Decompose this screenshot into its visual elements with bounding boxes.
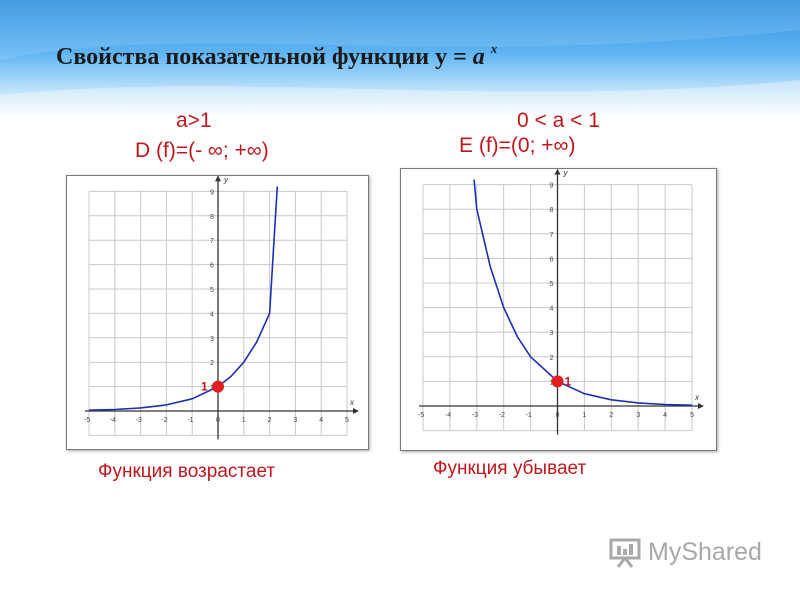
x-tick-label: 5 (345, 417, 349, 424)
y-tick-label: 6 (210, 263, 214, 270)
x-tick-label: -3 (136, 417, 142, 424)
y-axis-arrow (554, 168, 561, 175)
y-tick-label: 3 (550, 330, 554, 337)
x-tick-label: 2 (268, 417, 272, 424)
y-axis-label: y (563, 169, 569, 178)
x-axis-label: x (694, 393, 700, 402)
x-axis-arrow (698, 403, 704, 409)
left-chart: x y -5 -4 -3 -2 -1 0 1 2 3 4 5 1 2 3 4 5 6 7 8 9 1 (84, 175, 359, 440)
y-axis-label: y (223, 176, 229, 184)
y-tick-label: 5 (550, 281, 554, 288)
y-tick-label: 9 (210, 189, 214, 196)
right-range-property: E (f)=(0; +∞) (459, 134, 576, 157)
x-tick-label: 4 (663, 412, 667, 419)
left-domain-property: D (f)=(- ∞; +∞) (135, 139, 269, 162)
title-banner (0, 0, 800, 118)
x-tick-label: 1 (582, 412, 586, 419)
x-axis-label: x (349, 398, 355, 407)
y-tick-label: 8 (210, 214, 214, 221)
page-title: Свойства показательной функции y = a x (56, 41, 498, 71)
y-tick-label: 6 (550, 256, 554, 263)
title-exponent: x (490, 41, 498, 56)
x-tick-label: 0 (216, 417, 220, 424)
x-tick-label: 3 (636, 412, 640, 419)
right-condition: 0 < a < 1 (517, 109, 600, 132)
intercept-point-label: 1 (201, 380, 208, 394)
left-caption: Функция возрастает (98, 461, 276, 482)
x-tick-label: -1 (526, 412, 532, 419)
y-tick-label: 7 (550, 232, 554, 239)
x-tick-label: -5 (418, 412, 424, 419)
x-tick-label: 2 (609, 412, 613, 419)
y-tick-label: 3 (210, 336, 214, 343)
x-tick-label: 4 (319, 417, 323, 424)
y-tick-label: 4 (550, 306, 554, 313)
left-condition: a>1 (176, 109, 212, 132)
x-tick-label: 0 (556, 412, 560, 419)
y-tick-label: 5 (210, 287, 214, 294)
left-graph-panel: x y -5 -4 -3 -2 -1 0 1 2 3 4 5 1 2 3 4 5 6 7 8 9 1 (66, 175, 369, 450)
right-caption: Функция убывает (433, 458, 587, 479)
y-tick-label: 8 (550, 207, 554, 214)
x-tick-label: 1 (242, 417, 246, 424)
title-prefix: Свойства показательной функции y = (56, 44, 473, 70)
y-tick-label: 7 (210, 238, 214, 245)
exponential-curve (88, 186, 279, 411)
chart-grid (422, 184, 693, 432)
y-axis-arrow (215, 175, 221, 182)
x-axis-arrow (353, 408, 359, 414)
exponential-curve (473, 179, 693, 406)
x-tick-label: -2 (161, 417, 167, 424)
right-graph-panel: x y -5 -4 -3 -2 -1 0 1 2 3 4 5 1 2 3 4 5 6 7 8 9 1 (400, 168, 717, 451)
x-tick-label: 3 (293, 417, 297, 424)
x-tick-label: -4 (445, 412, 451, 419)
y-tick-label: 2 (550, 355, 554, 362)
intercept-point (212, 380, 224, 393)
banner-swoosh (0, 0, 800, 118)
y-tick-label: 2 (210, 360, 214, 367)
logo-text: MyShared (648, 537, 762, 566)
x-tick-label: -4 (110, 417, 116, 424)
y-tick-label: 9 (550, 183, 554, 190)
y-tick-label: 1 (550, 379, 554, 386)
title-base: a (472, 44, 485, 70)
intercept-point (551, 375, 564, 388)
y-tick-label: 1 (210, 385, 214, 392)
x-tick-label: -3 (472, 412, 478, 419)
x-tick-label: -1 (187, 417, 193, 424)
right-chart: x y -5 -4 -3 -2 -1 0 1 2 3 4 5 1 2 3 4 5 6 7 8 9 1 (418, 168, 704, 435)
x-tick-label: 5 (690, 412, 694, 419)
y-tick-label: 4 (210, 311, 214, 318)
myshared-logo: MyShared (608, 536, 762, 568)
x-tick-label: -2 (499, 412, 505, 419)
intercept-point-label: 1 (565, 374, 572, 388)
presentation-board-icon (609, 538, 641, 568)
x-tick-label: -5 (84, 417, 90, 424)
